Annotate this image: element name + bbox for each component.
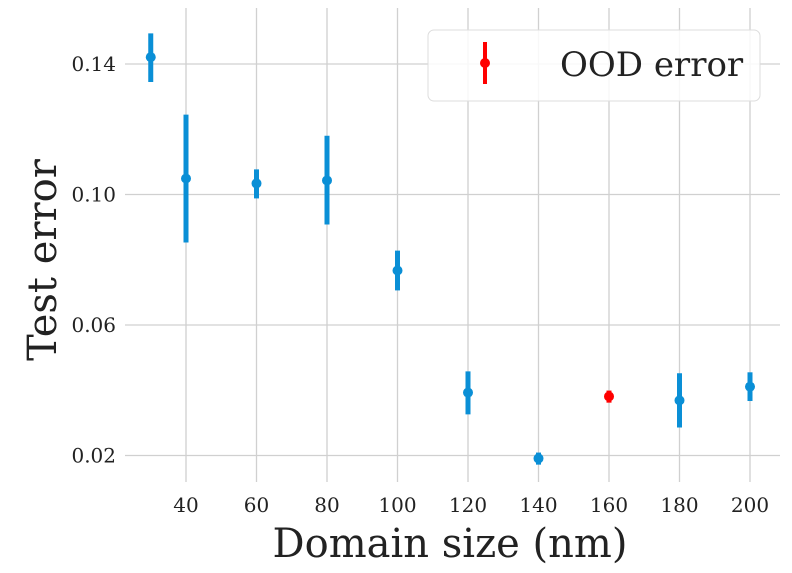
y-tick-label: 0.14 <box>71 52 116 76</box>
data-points <box>145 33 755 465</box>
tick-labels: 40 60 80 100 120 140 160 180 200 0.02 0.06 0.10 0.14 <box>71 52 769 517</box>
y-tick-label: 0.02 <box>71 444 116 468</box>
x-tick-label: 80 <box>314 493 339 517</box>
x-axis-label: Domain size (nm) <box>273 521 628 567</box>
x-tick-label: 200 <box>731 493 769 517</box>
data-point <box>322 175 332 186</box>
x-tick-label: 100 <box>378 493 416 517</box>
data-point <box>251 178 262 189</box>
data-point <box>145 52 156 63</box>
x-tick-label: 140 <box>519 493 557 517</box>
y-tick-label: 0.06 <box>71 313 116 337</box>
x-tick-label: 40 <box>173 493 198 517</box>
ood-point <box>604 391 614 402</box>
x-tick-label: 160 <box>590 493 628 517</box>
data-point <box>745 381 755 392</box>
legend-box <box>427 29 761 102</box>
data-point <box>674 395 685 406</box>
x-tick-label: 120 <box>449 493 487 517</box>
x-tick-label: 180 <box>660 493 698 517</box>
x-tick-label: 60 <box>244 493 269 517</box>
data-point <box>463 387 473 398</box>
legend: OOD error <box>427 29 761 102</box>
legend-ood-marker <box>480 58 490 68</box>
legend-label-ood: OOD error <box>560 45 744 85</box>
data-point <box>181 173 191 184</box>
y-tick-label: 0.10 <box>71 183 116 207</box>
data-point <box>533 453 544 464</box>
y-axis-label: Test error <box>20 158 66 361</box>
data-point <box>392 265 403 276</box>
